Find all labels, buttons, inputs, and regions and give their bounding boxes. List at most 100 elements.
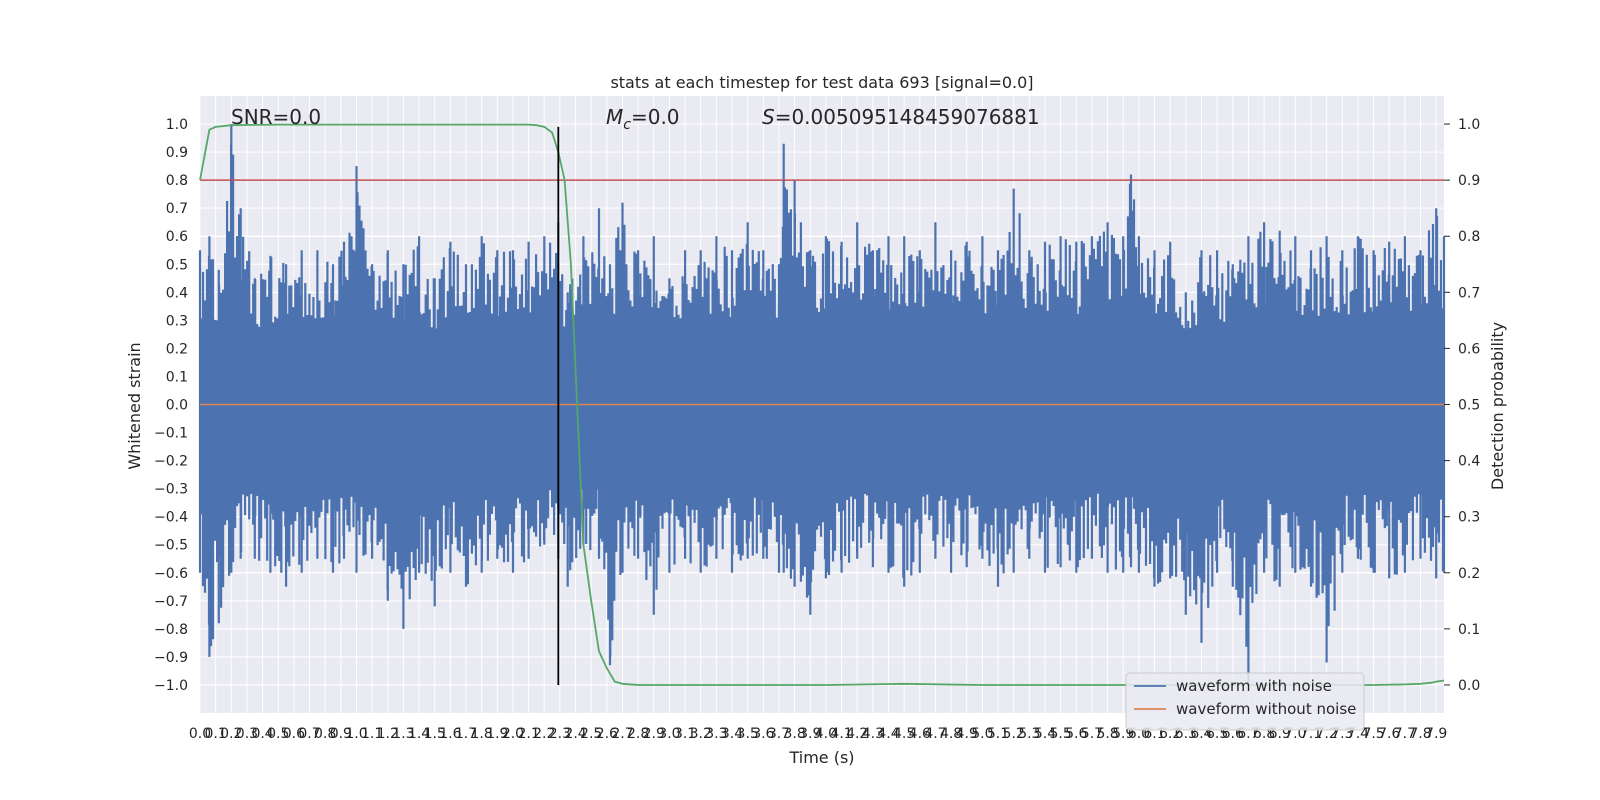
- y-tick-label: 1.0: [166, 117, 188, 133]
- x-tick-label: 1.3: [392, 726, 414, 742]
- y-tick-label: 0.5: [166, 257, 188, 273]
- legend-label-noise: waveform with noise: [1176, 677, 1332, 695]
- x-tick-label: 1.9: [486, 726, 508, 742]
- y2-tick-label: 0.2: [1458, 566, 1480, 582]
- y-tick-label: −0.2: [154, 454, 188, 470]
- y2-tick-label: 1.0: [1458, 117, 1480, 133]
- y-tick-label: 0.0: [166, 398, 188, 414]
- x-tick-label: 0.7: [298, 726, 320, 742]
- x-tick-label: 1.4: [408, 726, 430, 742]
- x-tick-label: 3.7: [768, 726, 790, 742]
- x-tick-label: 5.6: [1065, 726, 1087, 742]
- x-tick-label: 4.1: [830, 726, 852, 742]
- x-tick-label: 2.8: [627, 726, 649, 742]
- x-tick-label: 2.6: [596, 726, 618, 742]
- chart-title: stats at each timestep for test data 693…: [610, 73, 1033, 92]
- y-tick-label: 0.1: [166, 369, 188, 385]
- x-tick-label: 4.7: [924, 726, 946, 742]
- x-tick-label: 2.0: [502, 726, 524, 742]
- x-tick-label: 0.4: [251, 726, 273, 742]
- legend-frame: [1125, 672, 1365, 731]
- x-tick-label: 7.6: [1378, 726, 1400, 742]
- x-tick-label: 4.9: [956, 726, 978, 742]
- x-tick-label: 4.6: [909, 726, 931, 742]
- legend: waveform with noise waveform without noi…: [1125, 672, 1365, 731]
- x-tick-label: 2.2: [533, 726, 555, 742]
- y2-tick-label: 0.5: [1458, 398, 1480, 414]
- x-tick-label: 0.2: [220, 726, 242, 742]
- y-tick-labels: 1.0 0.9 0.8 0.7 0.6 0.5 0.4 0.3 0.2 0.1 0.0 −0.1 −0.…: [154, 117, 188, 694]
- y-tick-label: −0.3: [154, 482, 188, 498]
- x-tick-label: 2.4: [564, 726, 586, 742]
- x-tick-label: 7.5: [1362, 726, 1384, 742]
- x-tick-label: 0.3: [236, 726, 258, 742]
- x-tick-label: 7.9: [1425, 726, 1447, 742]
- y-tick-label: 0.2: [166, 341, 188, 357]
- y2-tick-label: 0.7: [1458, 285, 1480, 301]
- y-tick-label: −0.4: [154, 510, 188, 526]
- y2-tick-label: 0.8: [1458, 229, 1480, 245]
- y2-tick-label: 0.6: [1458, 341, 1480, 357]
- x-tick-label: 2.1: [517, 726, 539, 742]
- x-tick-label: 3.8: [783, 726, 805, 742]
- legend-label-clean: waveform without noise: [1176, 700, 1356, 718]
- x-tick-label: 7.7: [1394, 726, 1416, 742]
- x-tick-label: 0.1: [205, 726, 227, 742]
- x-tick-label: 7.8: [1409, 726, 1431, 742]
- x-tick-label: 0.6: [283, 726, 305, 742]
- x-tick-label: 3.0: [658, 726, 680, 742]
- y2-tick-label: 0.1: [1458, 622, 1480, 638]
- score-annotation: S=0.005095148459076881: [762, 105, 1040, 129]
- x-tick-label: 1.6: [439, 726, 461, 742]
- x-tick-label: 4.0: [815, 726, 837, 742]
- y-tick-label: 0.8: [166, 173, 188, 189]
- x-tick-label: 5.1: [987, 726, 1009, 742]
- x-tick-label: 1.0: [345, 726, 367, 742]
- noise-waveform-trace: [198, 124, 1446, 685]
- x-tick-label: 5.7: [1081, 726, 1103, 742]
- x-tick-label: 4.5: [893, 726, 915, 742]
- x-tick-label: 5.3: [1018, 726, 1040, 742]
- y2-tick-label: 0.9: [1458, 173, 1480, 189]
- x-tick-label: 0.8: [314, 726, 336, 742]
- x-tick-label: 2.9: [643, 726, 665, 742]
- x-tick-label: 1.8: [471, 726, 493, 742]
- y-tick-label: −0.7: [154, 594, 188, 610]
- y2-tick-label: 0.0: [1458, 678, 1480, 694]
- x-tick-label: 2.7: [611, 726, 633, 742]
- x-tick-label: 3.4: [721, 726, 743, 742]
- y2-tick-labels: 1.0 0.9 0.8 0.7 0.6 0.5 0.4 0.3 0.2 0.1 0.0: [1444, 117, 1480, 694]
- x-tick-label: 4.2: [846, 726, 868, 742]
- x-tick-label: 1.7: [455, 726, 477, 742]
- y-tick-label: 0.7: [166, 201, 188, 217]
- x-tick-label: 3.6: [752, 726, 774, 742]
- x-tick-label: 1.5: [424, 726, 446, 742]
- x-tick-label: 5.5: [1049, 726, 1071, 742]
- y-tick-label: 0.3: [166, 313, 188, 329]
- y2-axis-label: Detection probability: [1488, 322, 1507, 490]
- y-tick-label: −0.9: [154, 650, 188, 666]
- x-tick-label: 3.1: [674, 726, 696, 742]
- y-tick-label: −0.6: [154, 566, 188, 582]
- x-tick-label: 4.3: [862, 726, 884, 742]
- x-tick-label: 0.5: [267, 726, 289, 742]
- y-tick-label: −0.8: [154, 622, 188, 638]
- y-axis-label: Whitened strain: [125, 342, 144, 469]
- y2-tick-label: 0.4: [1458, 454, 1480, 470]
- y-tick-label: 0.4: [166, 285, 188, 301]
- x-tick-label: 3.3: [705, 726, 727, 742]
- x-tick-label: 1.1: [361, 726, 383, 742]
- x-tick-label: 2.3: [549, 726, 571, 742]
- x-tick-label: 3.5: [737, 726, 759, 742]
- snr-annotation: SNR=0.0: [231, 105, 321, 129]
- y-tick-label: 0.6: [166, 229, 188, 245]
- x-tick-label: 4.4: [877, 726, 899, 742]
- y-tick-label: 0.9: [166, 145, 188, 161]
- x-tick-label: 0.9: [330, 726, 352, 742]
- x-tick-label: 5.2: [1003, 726, 1025, 742]
- x-tick-label: 5.4: [1034, 726, 1056, 742]
- y-tick-label: −0.1: [154, 426, 188, 442]
- y2-tick-label: 0.3: [1458, 510, 1480, 526]
- y-tick-label: −1.0: [154, 678, 188, 694]
